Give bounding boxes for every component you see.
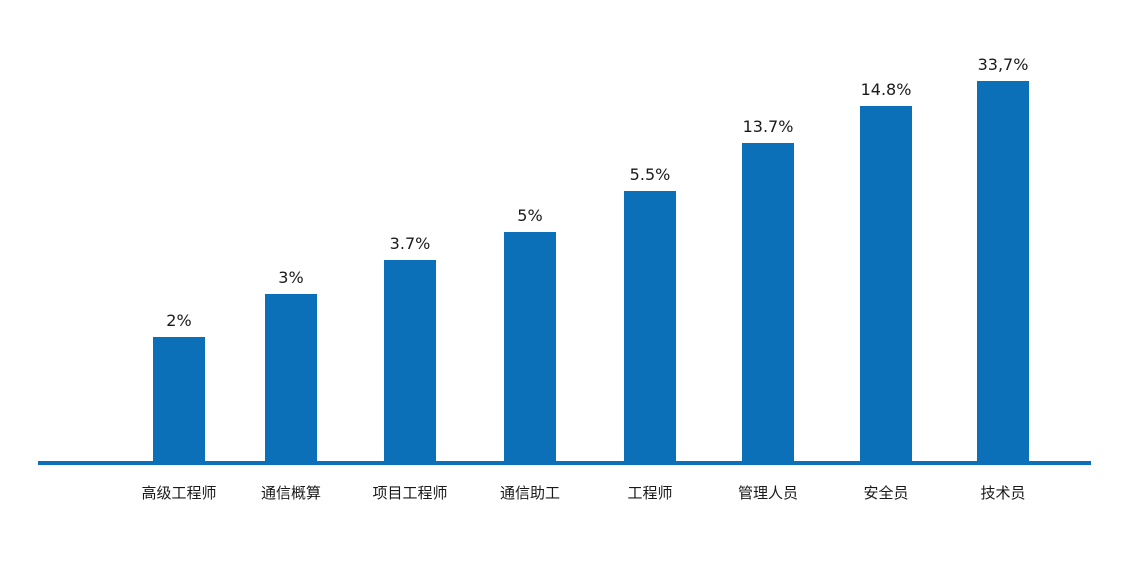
bar-value-label: 14.8% — [860, 80, 912, 99]
x-axis-tick-label: 技术员 — [980, 484, 1026, 502]
bar-value-label: 33,7% — [977, 55, 1029, 74]
x-axis-tick-label: 通信助工 — [499, 484, 561, 502]
x-axis-tick-label: 工程师 — [627, 484, 673, 502]
bar — [504, 232, 556, 461]
bar-value-label: 5.5% — [629, 165, 671, 184]
bar — [742, 143, 794, 461]
x-axis-line — [38, 461, 1091, 465]
bar — [977, 81, 1029, 461]
bar-value-label: 2% — [166, 311, 192, 330]
bar — [153, 337, 205, 461]
bar — [384, 260, 436, 461]
bar-value-label: 13.7% — [742, 117, 794, 136]
bar-value-label: 5% — [517, 206, 543, 225]
x-axis-tick-label: 高级工程师 — [141, 484, 217, 502]
bar — [265, 294, 317, 461]
bar — [624, 191, 676, 461]
x-axis-tick-label: 管理人员 — [737, 484, 799, 502]
bar-value-label: 3% — [278, 268, 304, 287]
x-axis-tick-label: 安全员 — [863, 484, 909, 502]
x-axis-tick-label: 项目工程师 — [372, 484, 448, 502]
bar-value-label: 3.7% — [389, 234, 431, 253]
bar — [860, 106, 912, 461]
x-axis-tick-label: 通信概算 — [260, 484, 322, 502]
